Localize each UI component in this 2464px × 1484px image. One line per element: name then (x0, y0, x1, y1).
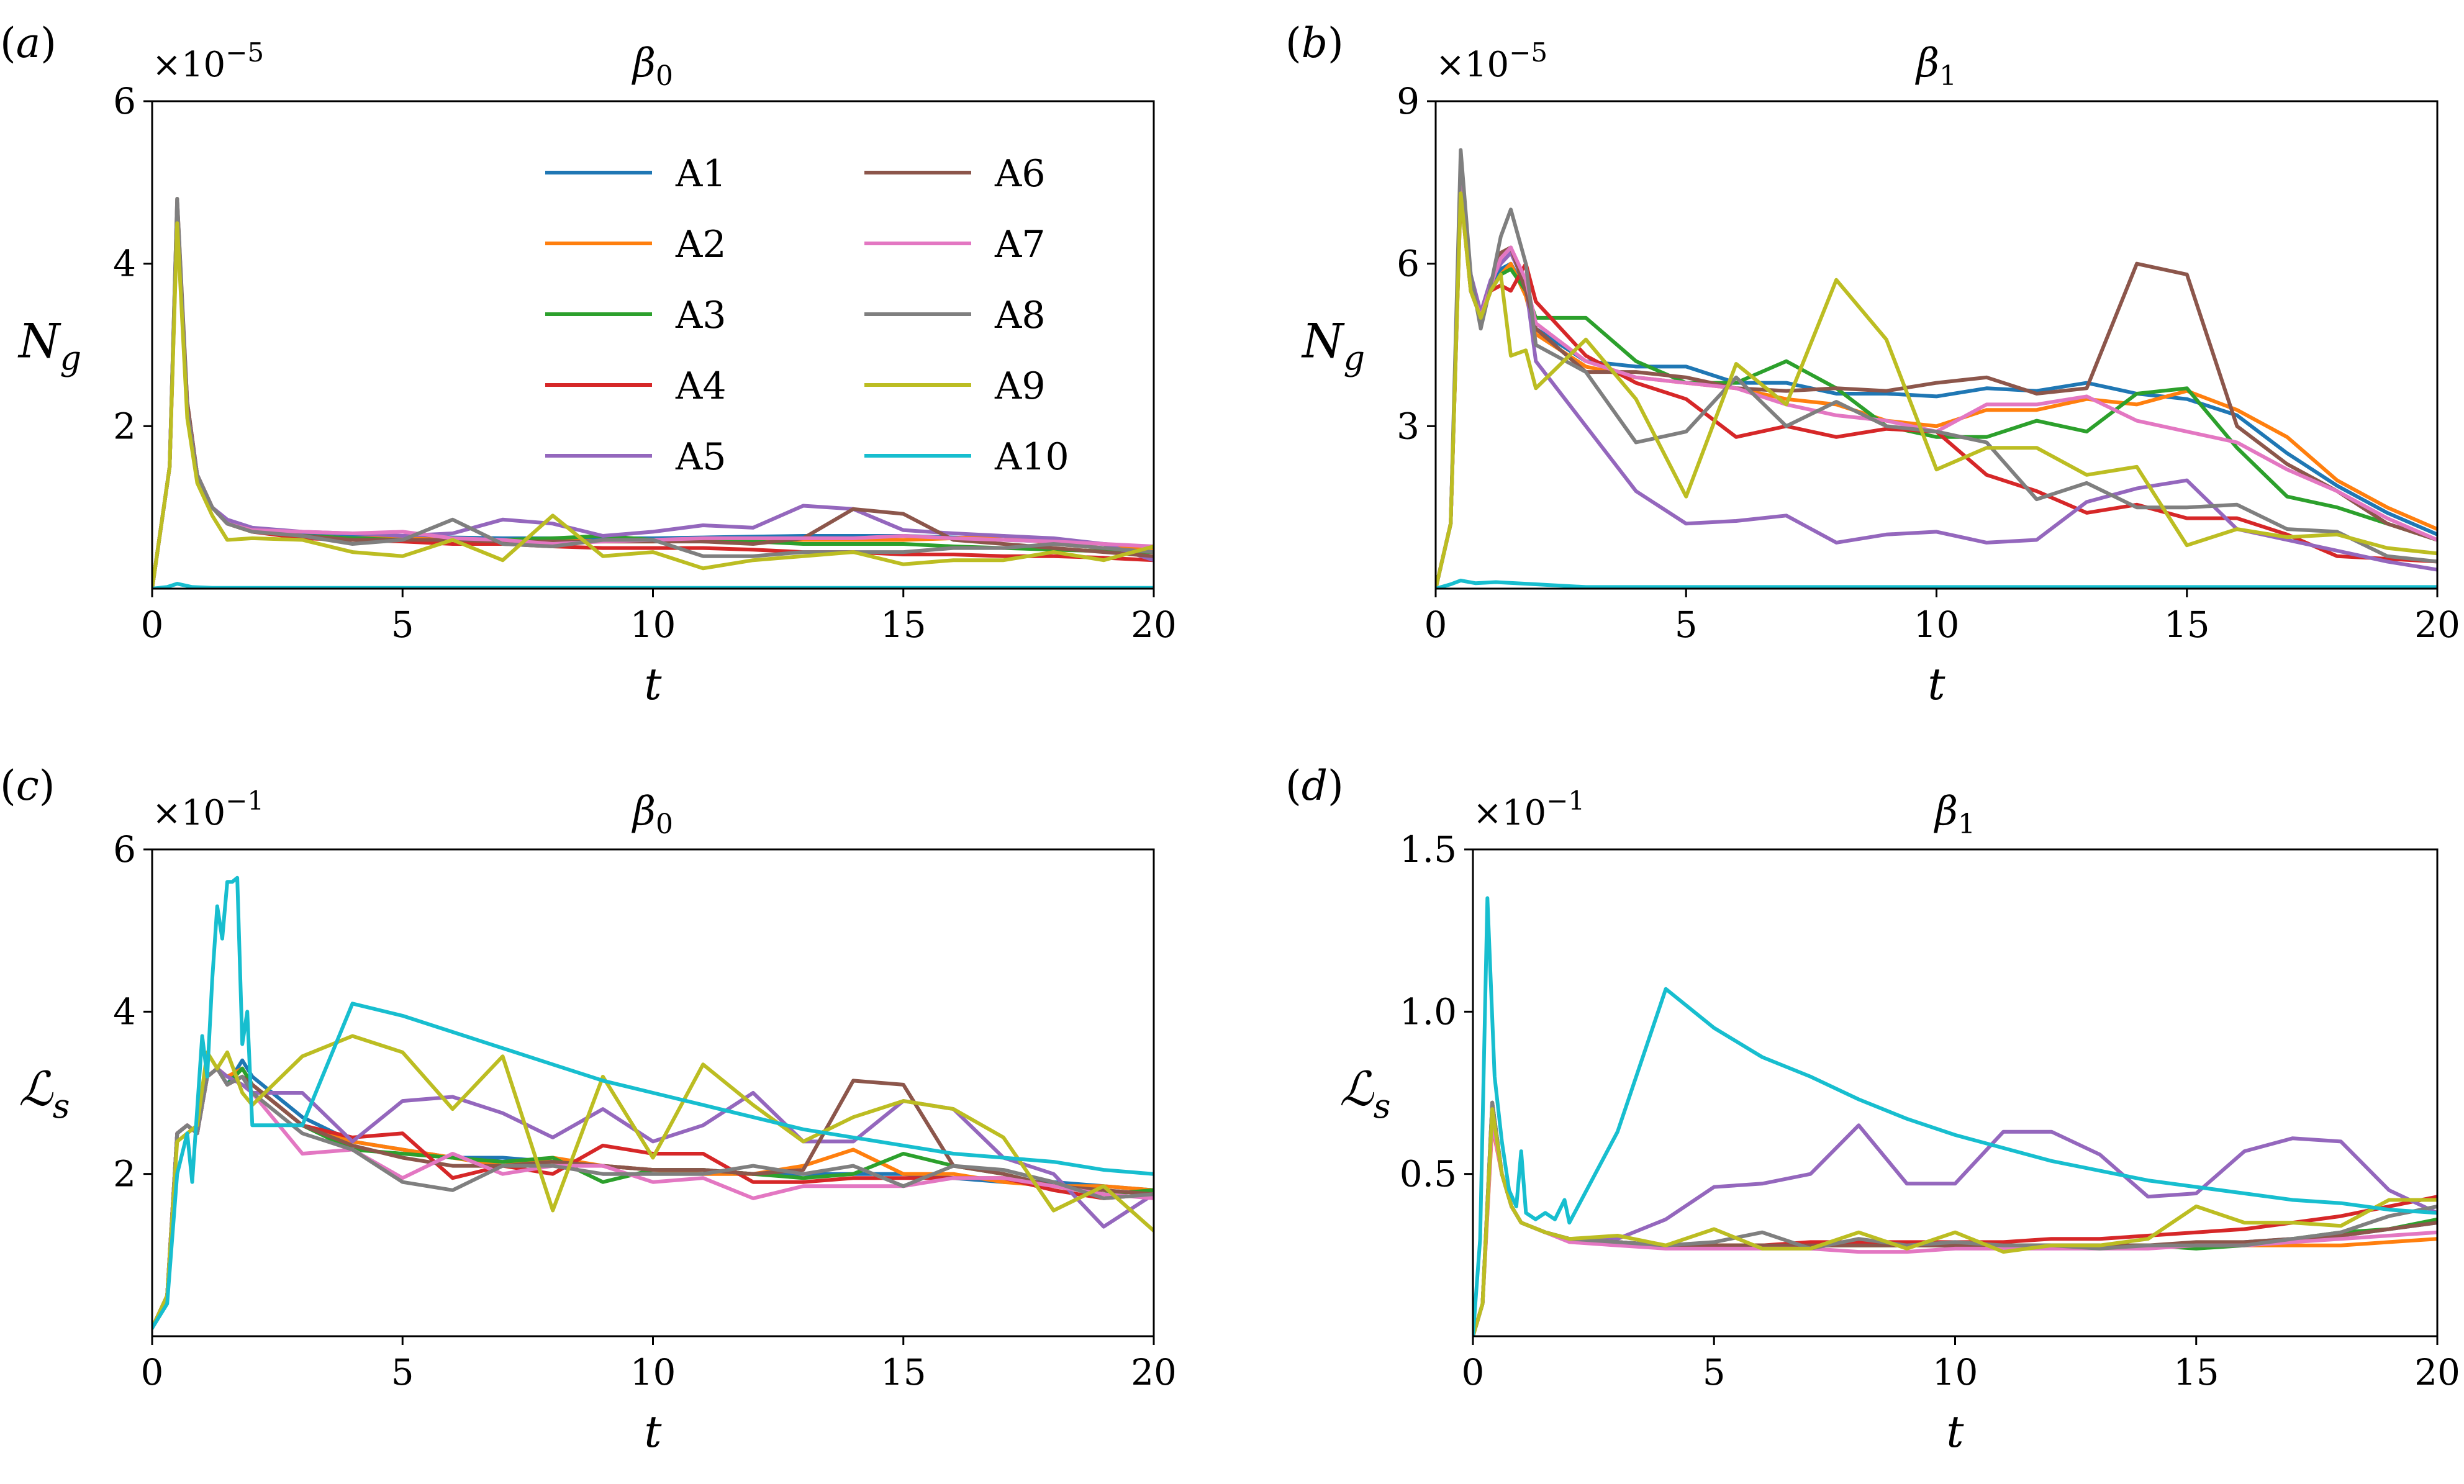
y-tick-label: 1.5 (1400, 828, 1457, 871)
x-tick-label: 20 (2414, 604, 2460, 646)
x-tick-label: 15 (2173, 1351, 2219, 1393)
series-line-a9 (152, 221, 1154, 589)
legend-label-a2: A2 (675, 223, 727, 266)
x-tick-label: 5 (391, 1351, 414, 1393)
legend-label-a6: A6 (994, 152, 1046, 196)
panel-label: (c) (0, 762, 55, 810)
series-line-a8 (1436, 148, 2437, 589)
x-tick-label: 20 (1131, 604, 1177, 646)
y-tick-label: 4 (113, 990, 136, 1033)
y-tick-label: 4 (113, 243, 136, 285)
x-tick-label: 15 (881, 604, 926, 646)
panel-d: 0 5 10 15 20 0.5 1.0 1.5 t ℒs ×10−1 β1 (d) (1285, 762, 2460, 1457)
series-line-a10 (1473, 896, 2437, 1336)
x-axis-label: t (644, 1406, 662, 1457)
legend-label-a3: A3 (675, 294, 727, 337)
series-line-a5 (152, 1066, 1154, 1330)
x-axis-label: t (1946, 1406, 1964, 1457)
series-line-a9 (1473, 1107, 2437, 1336)
legend-label-a7: A7 (994, 223, 1046, 266)
y-axis-label: ℒs (1339, 1061, 1390, 1126)
axis-multiplier: ×10−5 (152, 37, 264, 85)
x-tick-label: 20 (1131, 1351, 1177, 1393)
series-line-a1 (152, 1058, 1154, 1330)
series-line-a4 (152, 1066, 1154, 1330)
panel-a: 0 5 10 15 20 2 4 6 t Ng ×10−5 β0 (a) A1 A2 A3 A4 A5 A6 A7 A8… (0, 19, 1177, 710)
x-tick-label: 10 (1914, 604, 1960, 646)
series-line-a7 (1473, 1120, 2437, 1336)
legend-label-a10: A10 (994, 435, 1069, 479)
series-line-a9 (152, 1034, 1154, 1330)
panel-label: (b) (1285, 19, 1344, 67)
x-tick-label: 5 (1703, 1351, 1726, 1393)
series-line-a3 (1473, 1113, 2437, 1336)
series-line-a8 (152, 197, 1154, 589)
x-tick-label: 0 (141, 1351, 164, 1393)
axis-multiplier: ×10−1 (152, 785, 264, 833)
series-line-a3 (152, 1066, 1154, 1330)
y-tick-label: 2 (113, 1153, 136, 1195)
legend-label-a1: A1 (675, 152, 727, 196)
panel-title: β0 (632, 40, 673, 92)
legend-label-a8: A8 (994, 294, 1046, 337)
axes-frame (1434, 100, 2439, 590)
x-axis-label: t (644, 659, 662, 710)
axes-frame (1472, 848, 2439, 1337)
series-line-a2 (152, 1066, 1154, 1330)
y-tick-label: 6 (113, 80, 136, 122)
legend-label-a4: A4 (675, 364, 727, 408)
x-tick-label: 15 (2164, 604, 2210, 646)
y-tick-label: 2 (113, 405, 136, 447)
x-tick-label: 5 (1675, 604, 1698, 646)
series-group (1436, 148, 2437, 589)
panel-c: 0 5 10 15 20 2 4 6 t ℒs ×10−1 β0 (c) (0, 762, 1177, 1457)
y-axis-label: Ng (17, 314, 81, 378)
panel-title: β1 (1934, 789, 1975, 840)
series-line-a10 (1436, 578, 2437, 589)
axis-multiplier: ×10−5 (1436, 37, 1547, 85)
panel-b: 0 5 10 15 20 3 6 9 t Ng ×10−5 β1 (b) (1285, 19, 2460, 710)
y-tick-label: 9 (1397, 80, 1420, 122)
y-tick-label: 3 (1397, 405, 1420, 447)
legend: A1 A2 A3 A4 A5 A6 A7 A8 A9 A10 (545, 152, 1069, 479)
series-line-a6 (1436, 175, 2437, 589)
y-tick-label: 6 (113, 828, 136, 871)
series-group (1473, 896, 2437, 1336)
legend-label-a5: A5 (675, 435, 727, 479)
x-tick-label: 10 (1932, 1351, 1978, 1393)
x-tick-label: 20 (2414, 1351, 2460, 1393)
panel-title: β1 (1915, 40, 1957, 92)
series-line-a6 (152, 1066, 1154, 1330)
series-line-a7 (152, 1066, 1154, 1330)
x-axis-label: t (1927, 659, 1945, 710)
x-tick-label: 15 (881, 1351, 926, 1393)
y-tick-label: 6 (1397, 243, 1420, 285)
legend-label-a9: A9 (994, 364, 1046, 408)
series-line-a9 (1436, 191, 2437, 589)
x-tick-label: 0 (1424, 604, 1447, 646)
y-tick-label: 0.5 (1400, 1153, 1457, 1195)
y-axis-label: ℒs (19, 1061, 70, 1126)
axis-multiplier: ×10−1 (1473, 785, 1585, 833)
panel-title: β0 (632, 789, 673, 840)
panel-label: (d) (1285, 762, 1344, 810)
x-tick-label: 10 (630, 604, 676, 646)
series-line-a10 (152, 875, 1154, 1330)
y-tick-label: 1.0 (1400, 990, 1457, 1033)
panel-label: (a) (0, 19, 57, 67)
series-line-a8 (152, 1066, 1154, 1330)
y-axis-label: Ng (1301, 314, 1365, 378)
x-tick-label: 0 (141, 604, 164, 646)
series-group (152, 875, 1154, 1330)
x-tick-label: 0 (1462, 1351, 1485, 1393)
x-tick-label: 10 (630, 1351, 676, 1393)
x-tick-label: 5 (391, 604, 414, 646)
